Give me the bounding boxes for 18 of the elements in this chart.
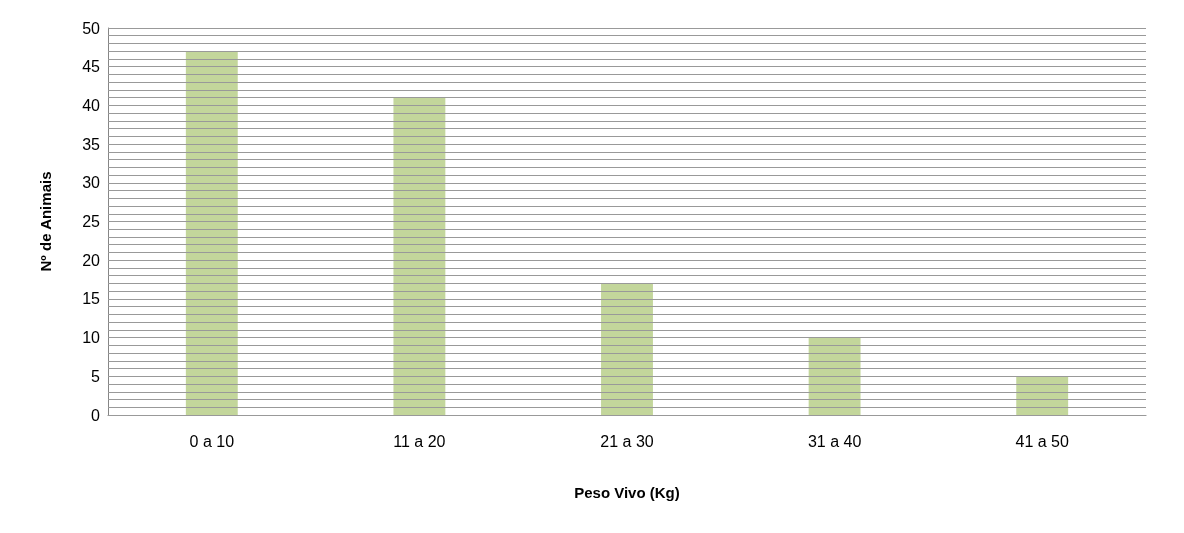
- y-tick-label: 50: [82, 19, 101, 37]
- x-tick-label: 21 a 30: [600, 432, 654, 450]
- y-tick-label: 20: [82, 251, 101, 269]
- x-tick-label: 31 a 40: [807, 432, 862, 450]
- x-axis-title: Peso Vivo (Kg): [574, 484, 680, 501]
- y-tick-label: 15: [82, 290, 101, 308]
- x-tick-label: 11 a 20: [393, 432, 446, 450]
- y-tick-label: 40: [82, 96, 101, 114]
- y-tick-label: 30: [82, 174, 101, 192]
- y-tick-label: 45: [82, 58, 101, 76]
- y-tick-label: 5: [91, 367, 101, 385]
- y-tick-label: 25: [82, 213, 101, 230]
- y-tick-label: 35: [82, 135, 101, 153]
- y-tick-label: 10: [82, 329, 101, 347]
- x-tick-label: 41 a 50: [1015, 432, 1069, 450]
- x-tick-label: 0 a 10: [189, 432, 235, 450]
- y-tick-label: 0: [91, 406, 101, 424]
- y-axis-title: Nº de Animais: [37, 171, 54, 272]
